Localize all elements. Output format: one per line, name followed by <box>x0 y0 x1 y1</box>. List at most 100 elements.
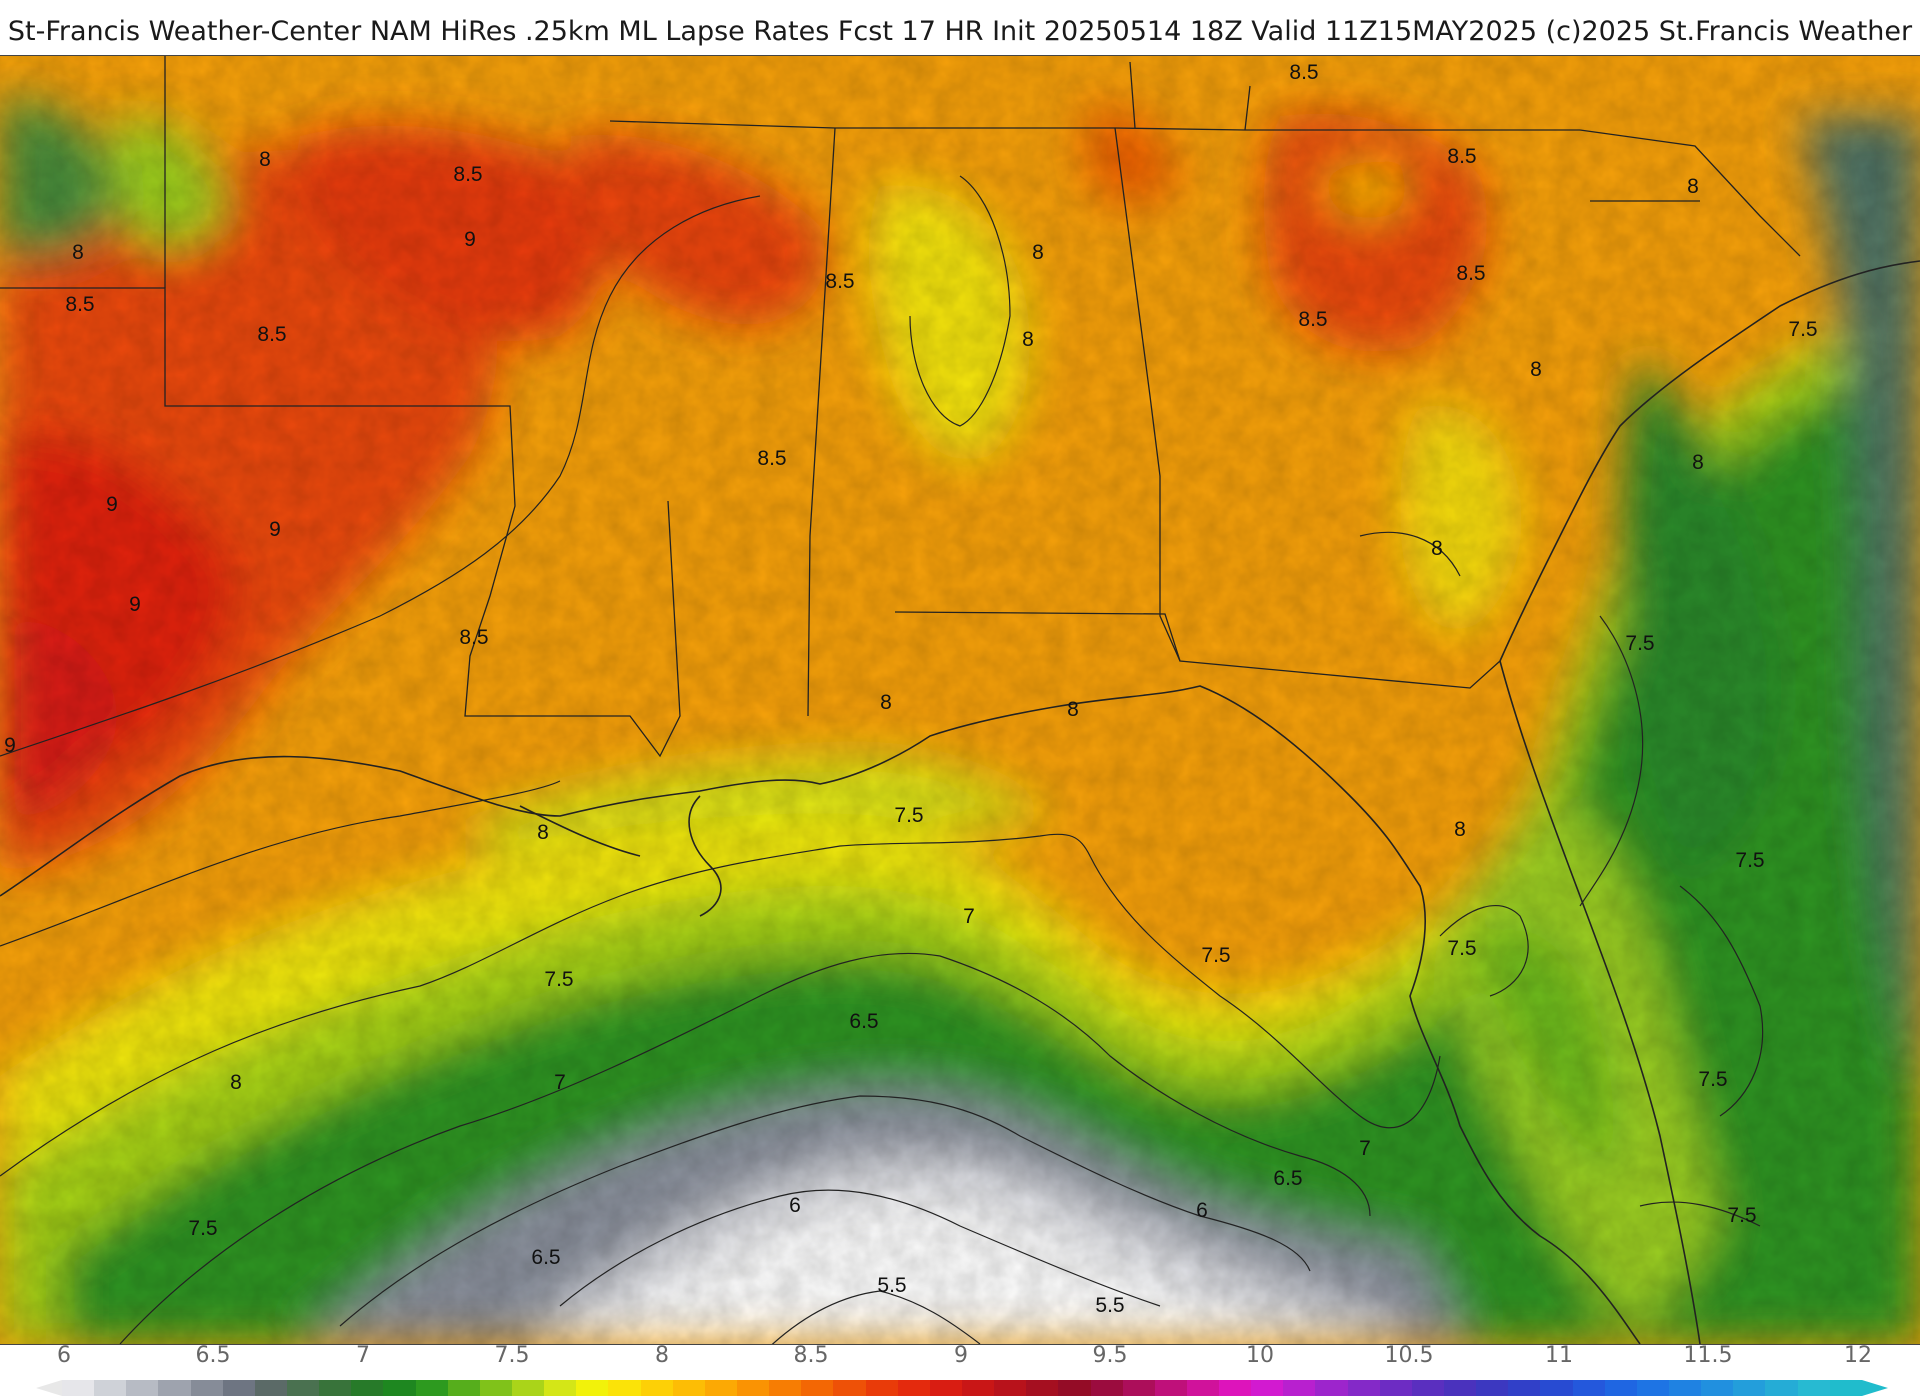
colorbar-tick: 6.5 <box>195 1343 231 1368</box>
colorbar-tick: 7 <box>356 1343 370 1368</box>
colorbar-swatch <box>1636 1380 1670 1396</box>
colorbar-swatch <box>94 1380 127 1396</box>
colorbar: 6 6.5 7 7.5 8 8.5 9 9.5 10 10.5 11 11.5 … <box>0 1343 1920 1400</box>
contour-label: 8.5 <box>65 293 94 316</box>
colorbar-swatch <box>1476 1380 1509 1396</box>
colorbar-swatch <box>1122 1380 1155 1396</box>
contour-label: 8.5 <box>453 163 482 186</box>
colorbar-swatch <box>865 1380 898 1396</box>
contour-label-group: 8.5 8 8.5 9 8 8.5 8.5 9 9 9 9 8.5 8.5 8 … <box>4 61 1817 1317</box>
contour-label: 9 <box>269 518 281 541</box>
contour-label: 8 <box>1687 175 1699 198</box>
colorbar-tick: 8.5 <box>793 1343 829 1368</box>
colorbar-swatch <box>1090 1380 1123 1396</box>
contour-label: 8 <box>1454 818 1466 841</box>
colorbar-swatch <box>286 1380 320 1396</box>
contour-label: 7.5 <box>1201 944 1230 967</box>
colorbar-swatch <box>1347 1380 1380 1396</box>
contour-label: 7.5 <box>1727 1204 1756 1227</box>
contour-label: 7.5 <box>188 1217 217 1240</box>
chart-title: St-Francis Weather-Center NAM HiRes .25k… <box>7 16 1913 47</box>
colorbar-tick: 7.5 <box>494 1343 530 1368</box>
colorbar-swatch <box>1154 1380 1187 1396</box>
colorbar-swatch <box>1315 1380 1348 1396</box>
contour-label: 9 <box>4 734 16 757</box>
colorbar-swatch <box>62 1380 95 1396</box>
colorbar-swatch <box>736 1380 770 1396</box>
colorbar-strip <box>62 1380 1862 1396</box>
colorbar-swatch <box>994 1380 1027 1396</box>
colorbar-swatch <box>576 1380 609 1396</box>
contour-label: 7.5 <box>544 968 573 991</box>
weather-map: 8.5 8 8.5 9 8 8.5 8.5 9 9 9 9 8.5 8.5 8 … <box>0 55 1920 1345</box>
colorbar-swatch <box>351 1380 384 1396</box>
contour-label: 6.5 <box>1273 1167 1302 1190</box>
colorbar-swatch <box>1829 1380 1862 1396</box>
colorbar-swatch <box>254 1380 287 1396</box>
contour-label: 8 <box>230 1071 242 1094</box>
colorbar-tick: 10 <box>1246 1343 1274 1368</box>
colorbar-swatch <box>1540 1380 1573 1396</box>
contour-label: 5.5 <box>877 1274 906 1297</box>
colorbar-swatch <box>479 1380 512 1396</box>
contour-label: 8 <box>72 241 84 264</box>
colorbar-swatch <box>704 1380 737 1396</box>
colorbar-swatch <box>1379 1380 1412 1396</box>
colorbar-swatch <box>222 1380 255 1396</box>
contour-label: 6.5 <box>531 1246 560 1269</box>
colorbar-swatch <box>511 1380 545 1396</box>
colorbar-swatch <box>1283 1380 1316 1396</box>
contour-label: 7.5 <box>1698 1068 1727 1091</box>
contour-label: 6 <box>789 1194 801 1217</box>
contour-label: 8 <box>1692 451 1704 474</box>
colorbar-swatch <box>1572 1380 1605 1396</box>
contour-label: 9 <box>464 228 476 251</box>
contour-label: 9 <box>106 493 118 516</box>
contour-label: 7.5 <box>1625 632 1654 655</box>
colorbar-swatch <box>1797 1380 1830 1396</box>
contour-label: 8 <box>1067 698 1079 721</box>
colorbar-swatch <box>1251 1380 1284 1396</box>
contour-label: 6 <box>1196 1199 1208 1222</box>
lapse-rate-field: 8.5 8 8.5 9 8 8.5 8.5 9 9 9 9 8.5 8.5 8 … <box>0 56 1920 1344</box>
contour-label: 8 <box>537 821 549 844</box>
contour-label: 7.5 <box>1788 318 1817 341</box>
colorbar-swatch <box>319 1380 352 1396</box>
contour-label: 8 <box>1022 328 1034 351</box>
colorbar-tick: 8 <box>655 1343 669 1368</box>
colorbar-swatch <box>1186 1380 1220 1396</box>
colorbar-swatch <box>961 1380 995 1396</box>
contour-label: 7.5 <box>894 804 923 827</box>
colorbar-swatch <box>1508 1380 1541 1396</box>
contour-label: 7.5 <box>1447 937 1476 960</box>
contour-label: 8.5 <box>1289 61 1318 84</box>
colorbar-swatch <box>801 1380 834 1396</box>
colorbar-swatch <box>833 1380 866 1396</box>
coastlines <box>0 260 1920 1344</box>
contour-lines <box>0 175 1764 1344</box>
contour-label: 8 <box>880 691 892 714</box>
contour-label: 7 <box>554 1071 566 1094</box>
contour-label: 7.5 <box>1735 849 1764 872</box>
colorbar-swatch <box>126 1380 159 1396</box>
colorbar-swatch <box>1411 1380 1445 1396</box>
contour-label: 8.5 <box>757 447 786 470</box>
colorbar-swatch <box>1058 1380 1091 1396</box>
contour-label: 8.5 <box>1298 308 1327 331</box>
colorbar-swatch <box>1026 1380 1059 1396</box>
colorbar-swatch <box>447 1380 480 1396</box>
colorbar-swatch <box>1669 1380 1702 1396</box>
colorbar-tick: 6 <box>57 1343 71 1368</box>
colorbar-swatch <box>897 1380 930 1396</box>
colorbar-swatch <box>1701 1380 1734 1396</box>
contour-label: 6.5 <box>849 1010 878 1033</box>
contour-label: 9 <box>129 593 141 616</box>
colorbar-swatch <box>544 1380 577 1396</box>
contour-label: 8 <box>1032 241 1044 264</box>
colorbar-swatch <box>608 1380 641 1396</box>
contour-label: 8 <box>259 148 271 171</box>
state-borders <box>0 56 1801 758</box>
colorbar-max-arrow <box>1862 1380 1888 1396</box>
colorbar-min-arrow <box>36 1380 62 1396</box>
colorbar-swatch <box>640 1380 673 1396</box>
